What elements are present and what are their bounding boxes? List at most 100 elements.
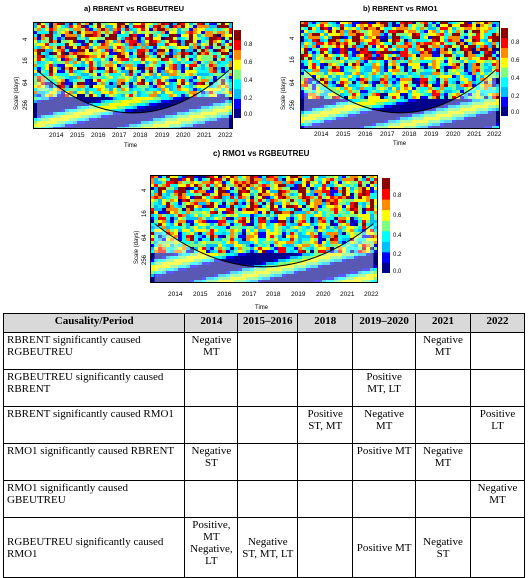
heatmap-cell	[372, 42, 376, 45]
heatmap-cell	[165, 121, 169, 124]
heatmap-cell	[174, 235, 178, 238]
heatmap-cell	[388, 96, 392, 99]
heatmap-cell	[372, 39, 376, 42]
heatmap-cell	[202, 226, 206, 229]
heatmap-cell	[314, 196, 318, 199]
heatmap-cell	[312, 117, 316, 120]
heatmap-cell	[324, 39, 328, 42]
heatmap-cell	[41, 46, 45, 49]
heatmap-cell	[350, 181, 354, 184]
heatmap-cell	[320, 126, 324, 129]
heatmap-cell	[314, 223, 318, 226]
heatmap-cell	[332, 72, 336, 75]
heatmap-cell	[105, 73, 109, 76]
heatmap-cell	[41, 76, 45, 79]
heatmap-cell	[153, 88, 157, 91]
heatmap-cell	[432, 24, 436, 27]
heatmap-cell	[205, 103, 209, 106]
heatmap-cell	[412, 126, 416, 129]
heatmap-cell	[440, 114, 444, 117]
heatmap-cell	[336, 63, 340, 66]
heatmap-cell	[472, 24, 476, 27]
heatmap-cell	[366, 190, 370, 193]
heatmap-cell	[380, 78, 384, 81]
heatmap-cell	[93, 31, 97, 34]
heatmap-cell	[218, 196, 222, 199]
heatmap-cell	[170, 214, 174, 217]
heatmap-cell	[153, 121, 157, 124]
heatmap-cell	[81, 85, 85, 88]
heatmap-cell	[476, 96, 480, 99]
heatmap-cell	[161, 73, 165, 76]
heatmap-cell	[250, 226, 254, 229]
heatmap-cell	[342, 187, 346, 190]
heatmap-cell	[150, 211, 154, 214]
heatmap-cell	[350, 229, 354, 232]
heatmap-cell	[121, 40, 125, 43]
heatmap-cell	[125, 85, 129, 88]
heatmap-cell	[254, 238, 258, 241]
heatmap-cell	[302, 193, 306, 196]
heatmap-cell	[384, 84, 388, 87]
heatmap-cell	[37, 94, 41, 97]
heatmap-cell	[193, 40, 197, 43]
heatmap-cell	[258, 229, 262, 232]
heatmap-cell	[141, 22, 145, 25]
heatmap-cell	[221, 103, 225, 106]
heatmap-cell	[376, 27, 380, 30]
heatmap-cell	[318, 217, 322, 220]
heatmap-cell	[488, 57, 492, 60]
heatmap-cell	[316, 81, 320, 84]
heatmap-cell	[89, 61, 93, 64]
heatmap-cell	[374, 226, 378, 229]
heatmap-cell	[185, 34, 189, 37]
heatmap-cell	[113, 97, 117, 100]
heatmap-cell	[308, 120, 312, 123]
heatmap-cell	[266, 205, 270, 208]
heatmap-cell	[294, 241, 298, 244]
heatmap-cell	[189, 67, 193, 70]
heatmap-cell	[117, 28, 121, 31]
heatmap-cell	[302, 232, 306, 235]
heatmap-cell	[376, 57, 380, 60]
heatmap-cell	[137, 109, 141, 112]
heatmap-cell	[53, 64, 57, 67]
heatmap-cell	[217, 118, 221, 121]
heatmap-cell	[61, 61, 65, 64]
heatmap-cell	[380, 60, 384, 63]
heatmap-cell	[129, 115, 133, 118]
heatmap-cell	[158, 190, 162, 193]
heatmap-cell	[344, 120, 348, 123]
heatmap-cell	[45, 43, 49, 46]
heatmap-cell	[324, 99, 328, 102]
heatmap-cell	[468, 66, 472, 69]
heatmap-cell	[444, 114, 448, 117]
heatmap-cell	[190, 178, 194, 181]
heatmap-cell	[408, 78, 412, 81]
heatmap-cell	[129, 124, 133, 127]
heatmap-cell	[45, 103, 49, 106]
heatmap-cell	[456, 63, 460, 66]
heatmap-cell	[105, 91, 109, 94]
heatmap-cell	[312, 87, 316, 90]
heatmap-cell	[334, 220, 338, 223]
heatmap-cell	[173, 28, 177, 31]
heatmap-cell	[65, 73, 69, 76]
heatmap-cell	[162, 235, 166, 238]
heatmap-cell	[221, 64, 225, 67]
heatmap-cell	[310, 214, 314, 217]
heatmap-cell	[169, 40, 173, 43]
heatmap-cell	[330, 232, 334, 235]
heatmap-cell	[424, 117, 428, 120]
heatmap-cell	[49, 103, 53, 106]
heatmap-cell	[472, 21, 476, 24]
heatmap-cell	[258, 202, 262, 205]
heatmap-cell	[326, 226, 330, 229]
heatmap-cell	[304, 96, 308, 99]
heatmap-cell	[37, 46, 41, 49]
heatmap-cell	[480, 114, 484, 117]
heatmap-cell	[178, 238, 182, 241]
heatmap-cell	[362, 178, 366, 181]
heatmap-cell	[190, 193, 194, 196]
heatmap-cell	[356, 66, 360, 69]
